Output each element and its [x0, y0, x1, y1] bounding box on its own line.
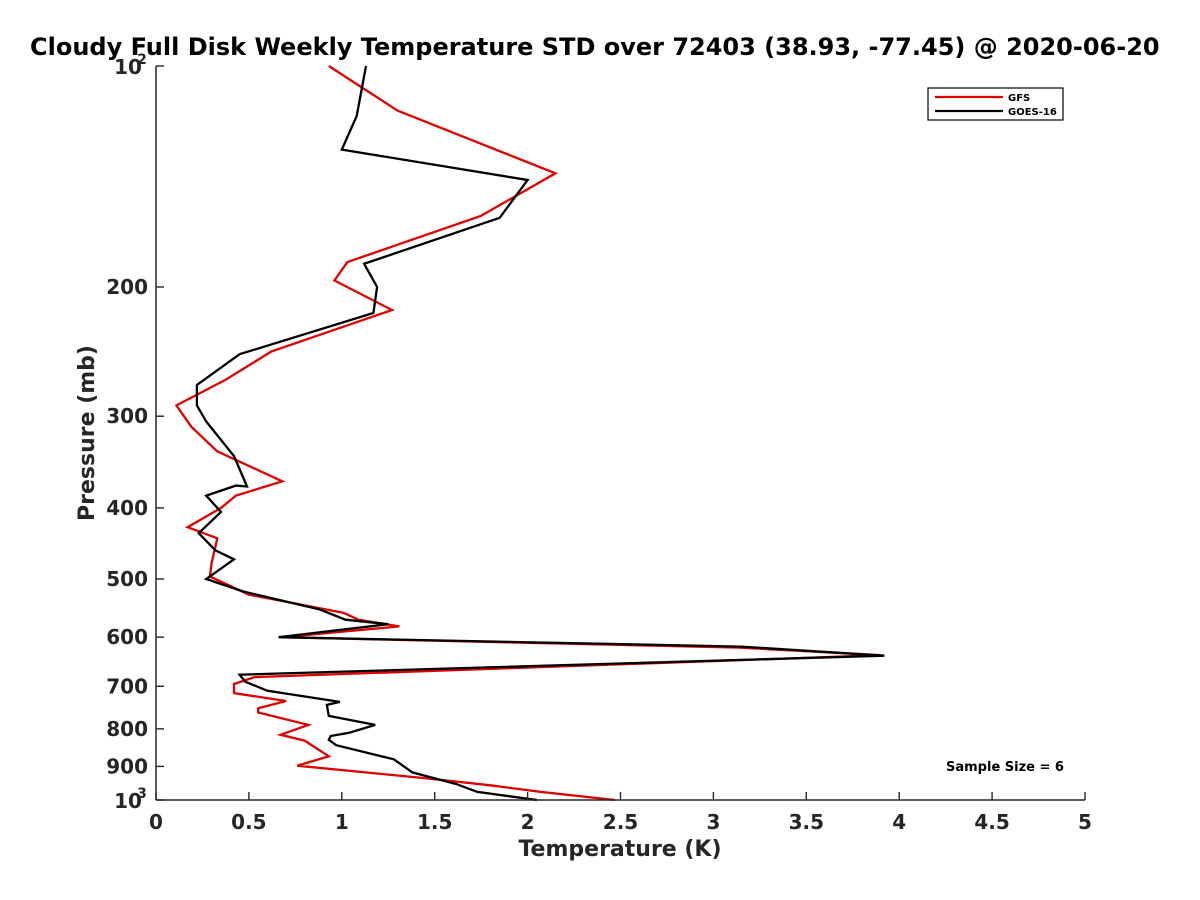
x-tick-label: 4: [892, 810, 906, 834]
x-tick-label: 1.5: [417, 810, 452, 834]
y-tick-exponent: 3: [137, 786, 147, 802]
x-tick-label: 3: [706, 810, 720, 834]
series-line-gfs: [174, 65, 881, 802]
series-line-goes16: [195, 65, 885, 802]
legend-label-gfs: GFS: [1008, 93, 1030, 104]
y-tick-label: 10: [114, 55, 142, 79]
legend-box: [927, 87, 1064, 121]
y-tick-label: 300: [106, 404, 148, 428]
sample-size-annotation: Sample Size = 6: [946, 760, 1064, 775]
x-tick-label: 0.5: [231, 810, 266, 834]
chart-title: Cloudy Full Disk Weekly Temperature STD …: [30, 33, 1160, 61]
y-tick-exponent: 2: [137, 52, 147, 68]
y-tick-label: 500: [106, 567, 148, 591]
legend: GFS GOES-16: [927, 87, 1064, 121]
y-tick-label: 900: [106, 754, 148, 778]
series-layer: [174, 65, 885, 802]
y-tick-label: 600: [106, 625, 148, 649]
axes-layer: 0 0.5 1 1.5 2 2.5 3 3.5 4 4.5 51022003004005006007…: [106, 52, 1092, 834]
x-tick-label: 2.5: [603, 810, 638, 834]
x-tick-label: 0: [149, 810, 163, 834]
x-axis-label: Temperature (K): [518, 837, 721, 862]
x-tick-label: 2: [521, 810, 535, 834]
x-tick-label: 4.5: [974, 810, 1009, 834]
y-tick-label: 10: [114, 789, 142, 813]
x-tick-label: 3.5: [789, 810, 824, 834]
x-tick-label: 5: [1078, 810, 1092, 834]
y-axis-label: Pressure (mb): [75, 345, 100, 521]
y-tick-label: 700: [106, 674, 148, 698]
y-tick-label: 800: [106, 717, 148, 741]
legend-label-goes16: GOES-16: [1008, 107, 1057, 118]
x-tick-label: 1: [335, 810, 349, 834]
y-tick-label: 400: [106, 496, 148, 520]
y-tick-label: 200: [106, 275, 148, 299]
